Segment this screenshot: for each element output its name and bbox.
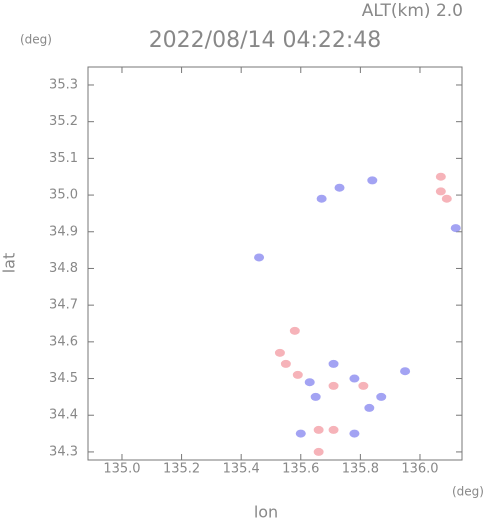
echo-patch	[310, 392, 321, 401]
y-tick-label: 34.8	[49, 261, 78, 276]
echo-patch	[400, 367, 411, 376]
echo-patch	[313, 447, 324, 456]
echo-patch	[358, 381, 369, 390]
y-tick-label: 34.7	[49, 298, 78, 313]
chart-title: 2022/08/14 04:22:48	[149, 28, 382, 53]
y-axis-label: lat	[0, 253, 19, 274]
echo-patch	[349, 429, 360, 438]
y-unit: (deg)	[20, 33, 52, 47]
echo-patch	[367, 176, 378, 185]
y-tick-label: 35.1	[49, 151, 78, 166]
y-tick-label: 34.5	[49, 371, 78, 386]
x-tick-label: 136.0	[401, 462, 438, 477]
y-tick-label: 34.9	[49, 224, 78, 239]
echo-patch	[292, 370, 303, 379]
x-tick-label: 135.2	[163, 462, 200, 477]
y-tick-label: 34.6	[49, 334, 78, 349]
echo-patch	[280, 359, 291, 368]
echo-patch	[316, 194, 327, 203]
altitude-label: ALT(km) 2.0	[362, 1, 463, 21]
echo-patch	[328, 425, 339, 434]
echo-patch	[313, 425, 324, 434]
echo-patch	[450, 224, 461, 233]
echo-patch	[304, 378, 315, 387]
x-tick-label: 135.4	[223, 462, 260, 477]
x-tick-label: 135.8	[342, 462, 379, 477]
y-tick-label: 35.2	[49, 114, 78, 129]
echo-patch	[295, 429, 306, 438]
x-axis-label: lon	[254, 503, 278, 521]
echo-patch	[376, 392, 387, 401]
echo-patch	[364, 403, 375, 412]
y-tick-label: 35.0	[49, 188, 78, 203]
x-unit: (deg)	[452, 485, 484, 499]
y-tick-label: 35.3	[49, 77, 78, 92]
echo-patch	[274, 348, 285, 357]
x-tick-label: 135.0	[103, 462, 140, 477]
echo-patch	[334, 183, 345, 192]
y-tick-label: 34.3	[49, 444, 78, 459]
echo-patch	[435, 187, 446, 196]
y-tick-label: 34.4	[49, 408, 78, 423]
echo-patch	[328, 359, 339, 368]
echo-patch	[328, 381, 339, 390]
x-tick-label: 135.6	[282, 462, 319, 477]
echo-patch	[349, 374, 360, 383]
echo-patch	[435, 172, 446, 181]
plot-frame	[87, 66, 463, 461]
echo-patch	[441, 194, 452, 203]
echo-patch	[289, 326, 300, 335]
echo-patch	[254, 253, 265, 262]
